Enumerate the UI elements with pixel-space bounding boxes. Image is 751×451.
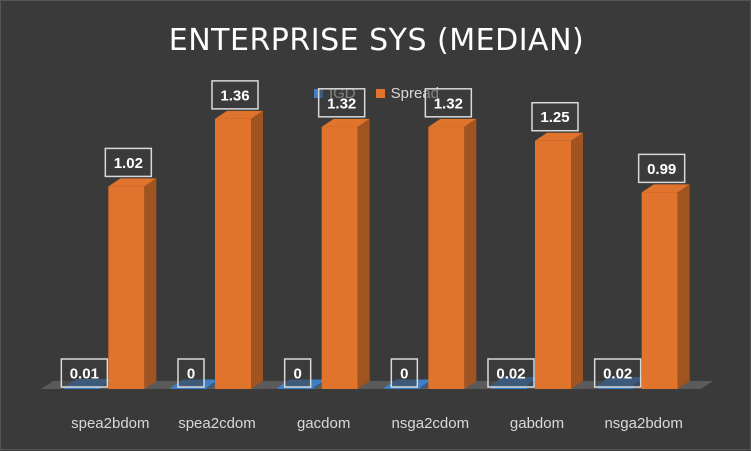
spread-bar: [215, 110, 263, 390]
bar-front-face: [171, 387, 207, 389]
data-label-box: [104, 147, 153, 178]
bar-front-face: [535, 140, 571, 389]
spread-bar: [321, 118, 370, 390]
data-label-box: [424, 88, 473, 118]
data-label-box: [317, 88, 366, 118]
bar-top-face: [321, 118, 370, 127]
data-label: 0.01: [70, 366, 99, 383]
bar-top-face: [535, 132, 583, 141]
data-label-box: [60, 358, 109, 388]
bar-front-face: [277, 387, 314, 389]
bar-side-face: [464, 118, 477, 390]
category-label: spea2bdom: [71, 415, 149, 432]
data-label: 0: [293, 366, 301, 383]
bar-top-face: [108, 178, 157, 187]
data-label-box: [487, 358, 535, 388]
category-label: nsga2bdom: [604, 415, 682, 432]
data-label: 1.32: [327, 95, 356, 112]
data-label: 1.02: [114, 155, 143, 172]
category-label: gabdom: [510, 415, 564, 432]
data-label-box: [283, 358, 312, 388]
bar-top-face: [641, 184, 690, 193]
spread-bar: [108, 178, 157, 389]
bar-front-face: [64, 387, 101, 389]
category-label: spea2cdom: [178, 415, 256, 432]
spread-bar: [535, 132, 583, 390]
data-label: 0: [187, 366, 195, 383]
bar-front-face: [428, 126, 465, 390]
data-label: 1.32: [434, 95, 463, 112]
bar-front-face: [641, 192, 678, 389]
data-label-box: [390, 358, 419, 388]
bar-side-face: [571, 132, 583, 390]
legend-swatch-spread: [375, 89, 385, 98]
spread-bar: [641, 184, 690, 389]
category-label: nsga2cdom: [392, 415, 470, 432]
data-label-box: [211, 80, 259, 110]
category-label: gacdom: [297, 415, 350, 432]
spread-bar: [428, 118, 477, 390]
bar-front-face: [215, 118, 251, 390]
bar-front-face: [321, 126, 358, 390]
bar-top-face: [428, 118, 477, 127]
bar-top-face: [215, 110, 263, 119]
data-label-box: [531, 101, 579, 132]
data-label: 0.99: [647, 161, 676, 178]
data-label-box: [593, 358, 642, 388]
bar-side-face: [251, 110, 263, 390]
data-label: 0.02: [496, 366, 525, 383]
bar-front-face: [108, 186, 145, 389]
bar-side-face: [144, 178, 157, 389]
bar-side-face: [677, 184, 690, 389]
chart-title: ENTERPRISE SYS (MEDIAN): [168, 23, 585, 58]
data-label: 0: [400, 366, 408, 383]
data-label: 0.02: [603, 366, 632, 383]
data-label-box: [177, 358, 205, 388]
data-label: 1.25: [540, 109, 569, 126]
data-label: 1.36: [220, 87, 249, 104]
bar-side-face: [357, 118, 370, 390]
data-label-box: [637, 153, 686, 184]
bar-front-face: [384, 387, 421, 389]
